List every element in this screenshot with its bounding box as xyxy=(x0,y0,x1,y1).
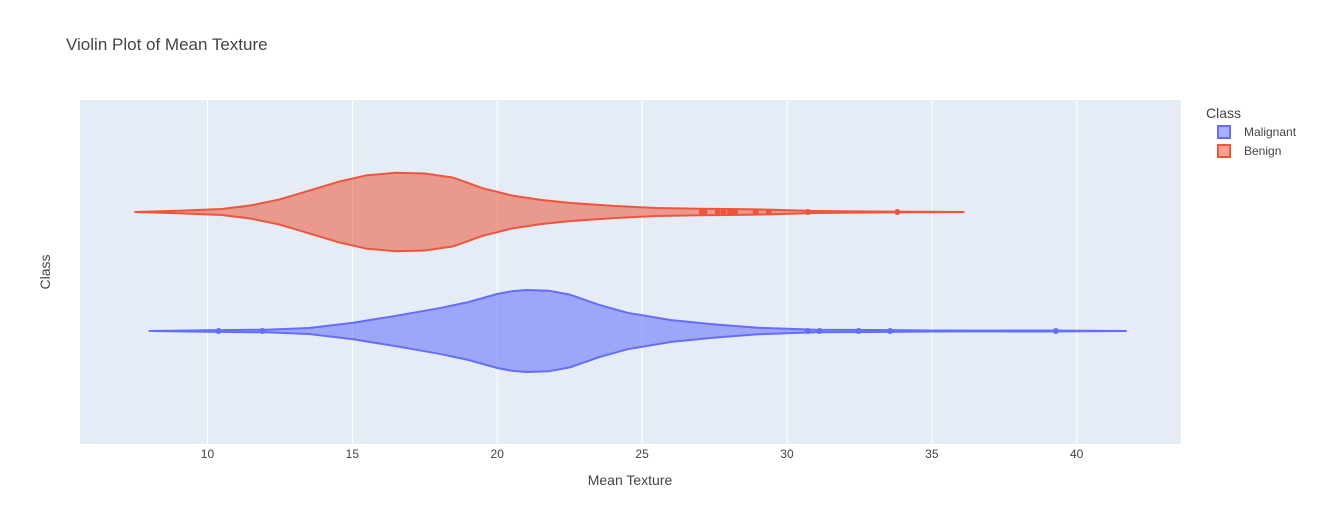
outlier-point xyxy=(720,209,727,215)
legend-item-benign[interactable]: Benign xyxy=(1217,144,1281,158)
outlier-point xyxy=(894,209,901,215)
outlier-point xyxy=(752,209,759,215)
outlier-point xyxy=(1052,328,1059,334)
outlier-point xyxy=(259,328,266,334)
outlier-point xyxy=(732,209,739,215)
violin-shape xyxy=(148,289,1127,373)
legend-swatch xyxy=(1217,125,1231,139)
outlier-point xyxy=(855,328,862,334)
outlier-point xyxy=(765,209,772,215)
legend: Class Malignant Benign xyxy=(1206,105,1297,158)
outlier-point xyxy=(816,328,823,334)
y-axis-title: Class xyxy=(37,254,53,289)
plot-background xyxy=(80,100,1181,444)
x-axis-title: Mean Texture xyxy=(588,472,673,488)
plot-area xyxy=(80,100,1181,444)
legend-label: Benign xyxy=(1244,144,1281,158)
gridlines xyxy=(206,100,1078,444)
chart-title: Violin Plot of Mean Texture xyxy=(66,35,268,54)
x-tick-label: 10 xyxy=(201,447,215,461)
x-tick-label: 25 xyxy=(635,447,649,461)
legend-title: Class xyxy=(1206,105,1241,121)
violins xyxy=(134,171,1127,373)
x-tick-label: 40 xyxy=(1070,447,1084,461)
outlier-point xyxy=(887,328,894,334)
x-axis-ticks: 10 15 20 25 30 35 40 xyxy=(201,447,1084,461)
outlier-point xyxy=(215,328,222,334)
outlier-point xyxy=(701,209,708,215)
legend-items: Malignant Benign xyxy=(1217,125,1297,158)
violin-benign xyxy=(134,171,965,253)
outlier-point xyxy=(714,209,721,215)
legend-swatch xyxy=(1217,144,1231,158)
x-tick-label: 15 xyxy=(346,447,360,461)
outlier-point xyxy=(804,209,811,215)
violin-malignant xyxy=(148,289,1127,373)
x-tick-label: 30 xyxy=(780,447,794,461)
outlier-point xyxy=(804,328,811,334)
violin-shape xyxy=(134,171,965,253)
legend-label: Malignant xyxy=(1244,125,1297,139)
legend-item-malignant[interactable]: Malignant xyxy=(1217,125,1297,139)
x-tick-label: 35 xyxy=(925,447,939,461)
x-tick-label: 20 xyxy=(491,447,505,461)
